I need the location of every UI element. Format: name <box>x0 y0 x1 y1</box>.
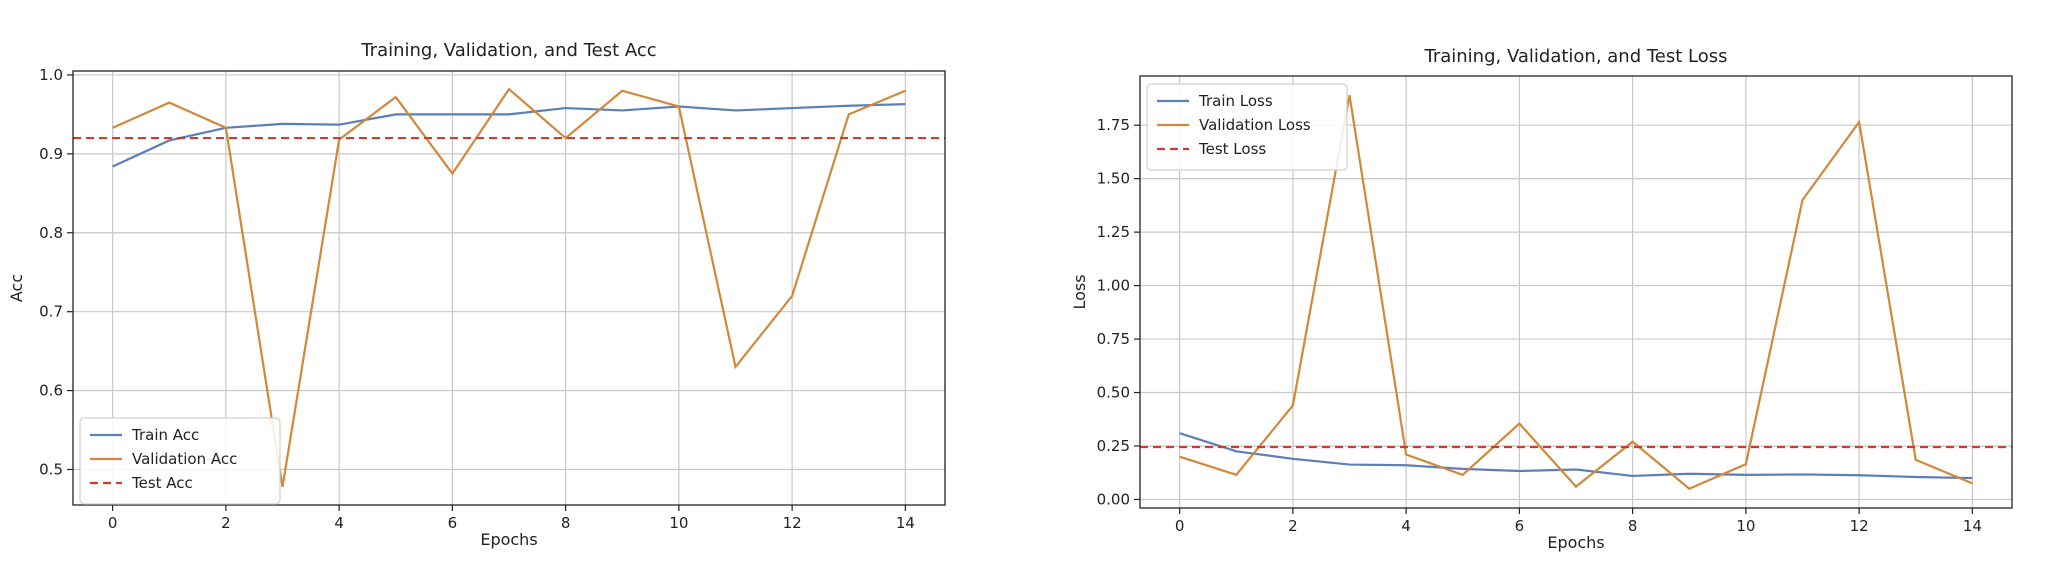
legend-box <box>1146 83 1348 171</box>
x-tick-label: 0 <box>108 514 118 532</box>
y-tick-label: 0.75 <box>1097 330 1130 348</box>
x-tick-label: 10 <box>1736 517 1755 535</box>
x-tick-label: 2 <box>221 514 231 532</box>
series-line-train-acc <box>112 103 906 168</box>
x-tick-label: 14 <box>1963 517 1982 535</box>
legend-box <box>79 417 281 505</box>
legend-item: Test Acc <box>131 474 193 492</box>
x-tick-label: 12 <box>1850 517 1869 535</box>
chart-title: Training, Validation, and Test Acc <box>360 40 656 61</box>
x-tick-label: 8 <box>561 514 571 532</box>
chart-panel-1: 0 2 4 6 8 10 12 14 0.5 0.6 0.7 0.8 0.9 1.0 Training, V… <box>7 40 946 549</box>
y-axis-label: Loss <box>1070 274 1089 309</box>
legend-item: Test Loss <box>1198 140 1266 158</box>
x-axis-label: Epochs <box>1547 533 1604 552</box>
x-tick-label: 8 <box>1628 517 1638 535</box>
y-tick-label: 0.8 <box>39 224 63 242</box>
legend: Train Acc Validation Acc Test Acc <box>79 417 281 505</box>
legend-item: Validation Loss <box>1199 116 1311 134</box>
x-tick-label: 4 <box>334 514 344 532</box>
x-tick-label: 10 <box>669 514 688 532</box>
x-tick-label: 6 <box>1515 517 1525 535</box>
plot-frame <box>72 70 946 506</box>
legend-item: Validation Acc <box>132 450 237 468</box>
y-tick-label: 0.6 <box>39 382 63 400</box>
x-tick-label: 2 <box>1288 517 1298 535</box>
y-tick-label: 1.0 <box>39 66 63 84</box>
x-tick-label: 14 <box>896 514 915 532</box>
legend-item: Train Loss <box>1198 92 1273 110</box>
y-tick-label: 1.75 <box>1097 116 1130 134</box>
series-line-validation-acc <box>112 87 906 488</box>
y-tick-label: 1.25 <box>1097 223 1130 241</box>
x-tick-label: 12 <box>783 514 802 532</box>
y-tick-label: 0.5 <box>39 460 63 478</box>
legend: Train Loss Validation Loss Test Loss <box>1146 83 1348 171</box>
y-tick-label: 0.9 <box>39 145 63 163</box>
legend-item: Train Acc <box>131 426 199 444</box>
series-line-train-loss <box>1179 432 1973 480</box>
chart-title: Training, Validation, and Test Loss <box>1423 46 1727 67</box>
y-tick-label: 0.7 <box>39 303 63 321</box>
plot-frame <box>1139 75 2013 509</box>
chart-panel-2: 0 2 4 6 8 10 12 14 0.00 0.25 0.50 0.75 1.00 1.25 1.50 1… <box>1070 46 2013 552</box>
y-tick-label: 0.25 <box>1097 437 1130 455</box>
y-axis-label: Acc <box>7 274 26 302</box>
x-axis-label: Epochs <box>480 530 537 549</box>
x-tick-label: 6 <box>448 514 458 532</box>
y-tick-label: 0.00 <box>1097 490 1130 508</box>
x-tick-label: 0 <box>1175 517 1185 535</box>
y-tick-label: 1.00 <box>1097 277 1130 295</box>
x-tick-label: 4 <box>1401 517 1411 535</box>
series-line-validation-loss <box>1179 95 1973 491</box>
y-tick-label: 1.50 <box>1097 170 1130 188</box>
y-tick-label: 0.50 <box>1097 384 1130 402</box>
